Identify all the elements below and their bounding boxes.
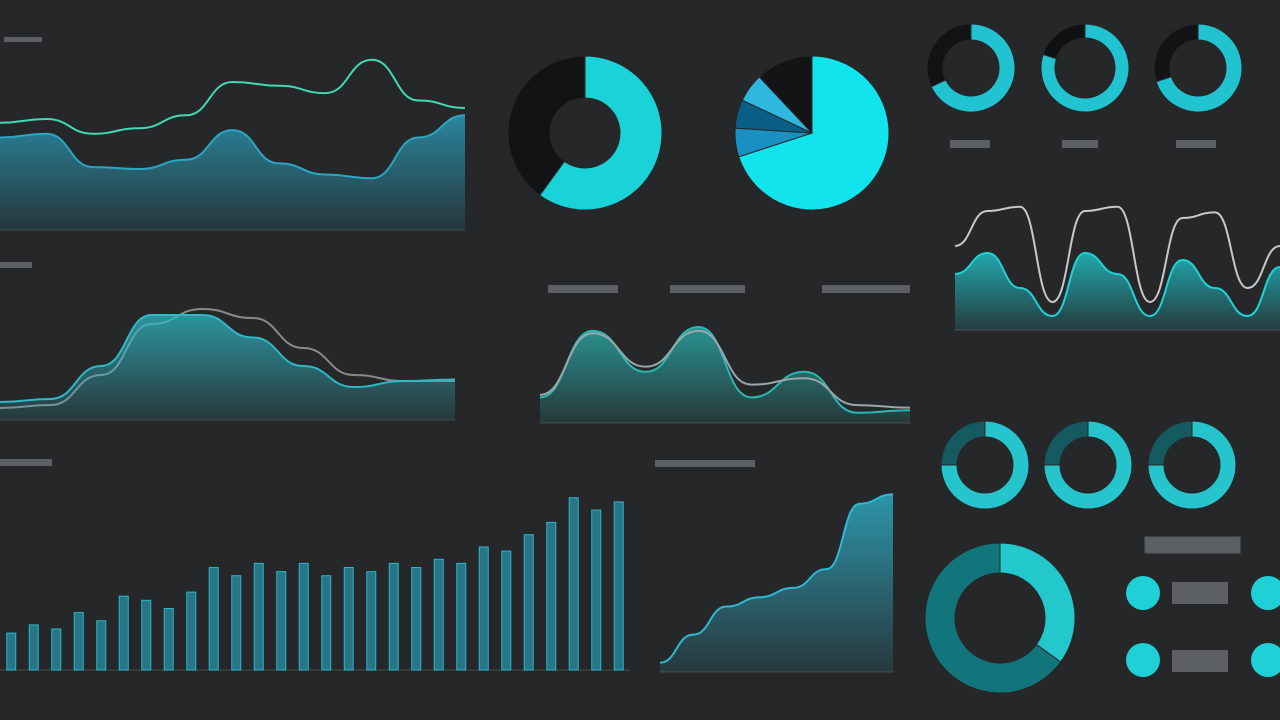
bar [276, 571, 287, 671]
indicator-dot [1126, 576, 1160, 610]
label-blur [548, 285, 618, 293]
bar [253, 562, 264, 671]
label-blur [1172, 650, 1228, 672]
slice [924, 542, 1062, 694]
bar [456, 562, 467, 671]
bar [186, 591, 197, 671]
slice [758, 55, 813, 135]
bar [343, 567, 354, 671]
bar [73, 612, 84, 671]
line [0, 314, 456, 403]
bar [411, 567, 422, 671]
slice [1155, 23, 1243, 113]
line [659, 493, 894, 664]
label-blur [822, 285, 910, 293]
slice [940, 420, 986, 466]
label-blur [0, 262, 32, 268]
illegible-labels [0, 37, 1241, 672]
line [0, 114, 466, 180]
slice [1040, 23, 1130, 113]
slice [539, 55, 663, 211]
bar [298, 562, 309, 671]
indicators [1126, 576, 1280, 677]
bar [141, 599, 152, 671]
bar [366, 571, 377, 671]
bar [613, 501, 624, 671]
area [955, 253, 1280, 330]
label-box [1144, 536, 1241, 554]
line [0, 58, 466, 135]
bar [118, 595, 129, 671]
bar [28, 624, 39, 671]
donut-chart [1043, 420, 1133, 510]
slice [999, 542, 1076, 663]
area [0, 115, 465, 230]
bar [388, 562, 399, 671]
line-chart [539, 325, 911, 424]
bar-chart [0, 497, 630, 671]
line [954, 205, 1280, 304]
bar [208, 567, 219, 671]
area [660, 494, 893, 672]
donut-chart [940, 420, 1030, 510]
donut-chart [1153, 23, 1243, 113]
line-chart [659, 493, 894, 673]
slice [1153, 23, 1199, 83]
bar [478, 546, 489, 671]
line-chart [0, 58, 466, 231]
bar [546, 521, 557, 671]
label-blur [1172, 582, 1228, 604]
slice [926, 23, 972, 88]
slice [738, 55, 890, 211]
slice [1147, 420, 1237, 510]
line-chart [954, 205, 1280, 331]
bar [433, 558, 444, 671]
donut-chart [924, 542, 1076, 694]
label-blur [950, 140, 990, 148]
label-blur [655, 460, 755, 467]
label-blur [670, 285, 745, 293]
label-blur [4, 37, 42, 42]
donut-chart [1040, 23, 1130, 113]
area [540, 327, 910, 423]
donut-chart [507, 55, 663, 211]
indicator-dot [1251, 643, 1280, 677]
slice [1147, 420, 1193, 466]
bar [231, 575, 242, 671]
slice [1043, 420, 1133, 510]
donut-chart [926, 23, 1016, 113]
label-blur [1176, 140, 1216, 148]
label-blur [0, 459, 52, 466]
bar [321, 575, 332, 671]
indicator-dot [1251, 576, 1280, 610]
donut-chart [1147, 420, 1237, 510]
slice [930, 23, 1016, 113]
pie-chart [734, 55, 890, 211]
line-chart [0, 307, 456, 421]
bar [163, 608, 174, 671]
slice [1042, 23, 1086, 60]
bar [568, 497, 579, 671]
bar [96, 620, 107, 671]
slice [1043, 420, 1089, 466]
line [954, 251, 1280, 318]
label-blur [1062, 140, 1098, 148]
slice [507, 55, 586, 196]
indicator-dot [1126, 643, 1160, 677]
bar [523, 534, 534, 671]
bar [501, 550, 512, 671]
slice [940, 420, 1030, 510]
line [539, 329, 911, 409]
bar [6, 632, 17, 671]
bar [51, 628, 62, 671]
area [0, 315, 455, 420]
bar [591, 509, 602, 671]
